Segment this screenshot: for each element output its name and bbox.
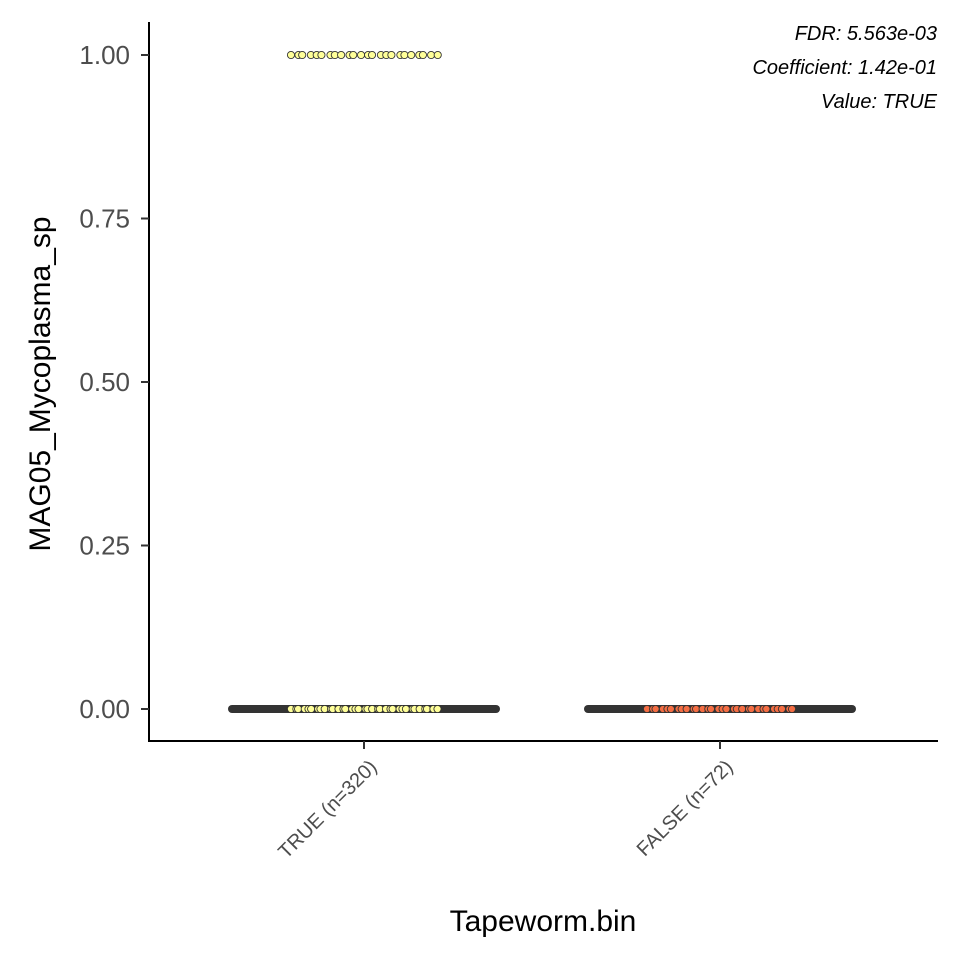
y-axis-ticks: 0.00 0.25 0.50 0.75 1.00: [79, 40, 149, 724]
data-point: [388, 704, 397, 714]
data-point: [787, 704, 797, 714]
plot-area: [228, 50, 856, 714]
data-point: [367, 50, 377, 60]
data-point: [762, 704, 771, 714]
data-point: [401, 704, 410, 714]
data-point: [682, 704, 691, 714]
data-point: [407, 50, 416, 60]
x-tick-label: FALSE (n=72): [633, 756, 738, 861]
annotation-text: Coefficient: 1.42e-01: [752, 57, 937, 79]
data-point: [777, 704, 786, 714]
data-point: [354, 704, 363, 714]
data-point: [387, 50, 396, 60]
data-point: [738, 704, 747, 714]
data-point: [294, 704, 303, 714]
data-point: [286, 50, 296, 60]
data-point: [706, 704, 716, 714]
data-point: [298, 50, 307, 60]
y-tick-label: 1.00: [79, 40, 130, 70]
x-tick-label: TRUE (n=320): [274, 756, 381, 863]
data-point: [722, 704, 731, 714]
y-axis-title: MAG05_Mycoplasma_sp: [24, 216, 57, 551]
x-axis-title: Tapeworm.bin: [450, 905, 637, 938]
data-point: [651, 704, 660, 714]
data-point: [433, 50, 442, 60]
data-point: [433, 704, 442, 714]
data-point: [317, 50, 326, 60]
annotation-text: FDR: 5.563e-03: [795, 23, 937, 45]
data-point: [357, 50, 366, 60]
data-point: [747, 704, 756, 714]
data-point: [337, 50, 346, 60]
annotations: FDR: 5.563e-03 Coefficient: 1.42e-01 Value…: [752, 23, 937, 113]
data-point: [418, 50, 427, 60]
data-point: [349, 50, 358, 60]
data-point: [666, 704, 675, 714]
data-point: [427, 50, 436, 60]
data-point: [341, 704, 350, 714]
data-point: [400, 50, 409, 60]
y-tick-label: 0.75: [79, 204, 130, 234]
annotation-text: Value: TRUE: [821, 91, 938, 113]
data-point: [307, 704, 316, 714]
y-tick-label: 0.25: [79, 531, 130, 561]
x-axis-ticks: TRUE (n=320) FALSE (n=72): [274, 741, 738, 863]
y-tick-label: 0.00: [79, 694, 130, 724]
y-tick-label: 0.50: [79, 367, 130, 397]
axes: [148, 22, 938, 742]
